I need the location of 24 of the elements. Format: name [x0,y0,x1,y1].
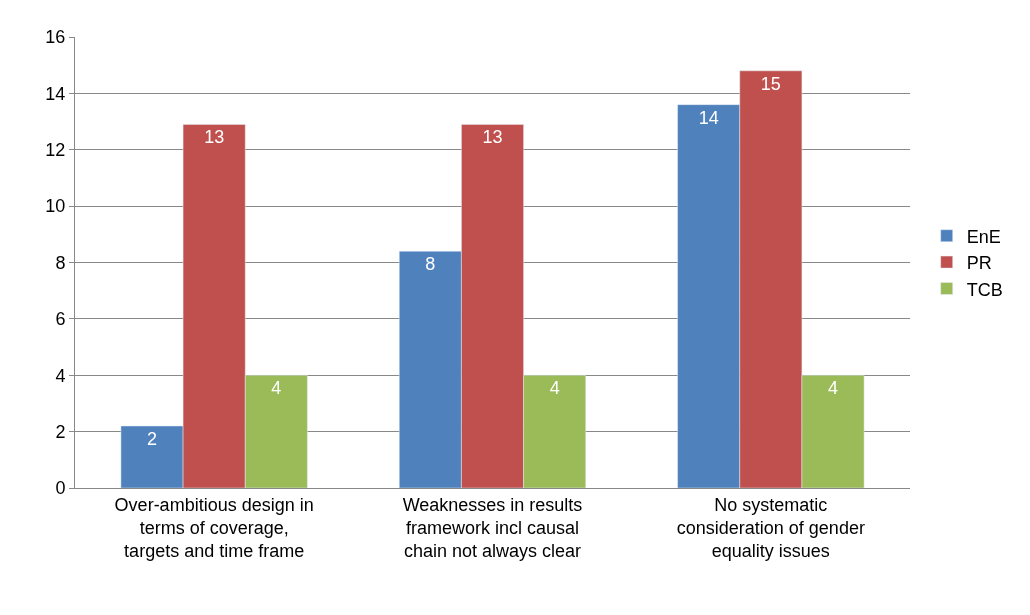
legend-label: EnE [966,226,1001,247]
data-label: 2 [147,428,158,449]
data-label: 4 [549,378,560,399]
y-tick-label: 16 [45,27,66,48]
x-tick-label: Weaknesses in results framework incl causal chain not always clear [402,494,583,562]
data-label: 13 [204,127,225,148]
y-tick-label: 8 [55,252,66,273]
y-tick-label: 14 [45,83,66,104]
data-label: 4 [271,378,282,399]
y-tick-label: 6 [55,309,66,330]
data-label: 13 [482,127,503,148]
y-tick-label: 12 [45,140,66,161]
data-label: 4 [827,378,838,399]
data-label: 15 [760,73,781,94]
y-tick-label: 4 [55,365,66,386]
y-tick-label: 0 [55,478,66,499]
legend-label: TCB [966,279,1003,300]
x-tick-label: No systematic consideration of gender equality issues [676,494,865,562]
data-label: 14 [698,107,719,128]
x-tick-label: Over-ambitious design in terms of coverage, targets and time frame [114,494,314,562]
y-tick-label: 10 [45,196,66,217]
y-tick-label: 2 [55,421,66,442]
data-label: 8 [425,254,436,275]
legend-label: PR [966,253,992,274]
